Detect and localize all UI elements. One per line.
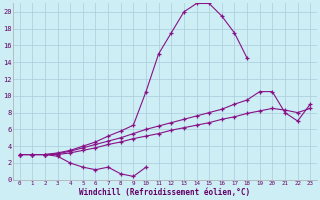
X-axis label: Windchill (Refroidissement éolien,°C): Windchill (Refroidissement éolien,°C) — [79, 188, 251, 197]
